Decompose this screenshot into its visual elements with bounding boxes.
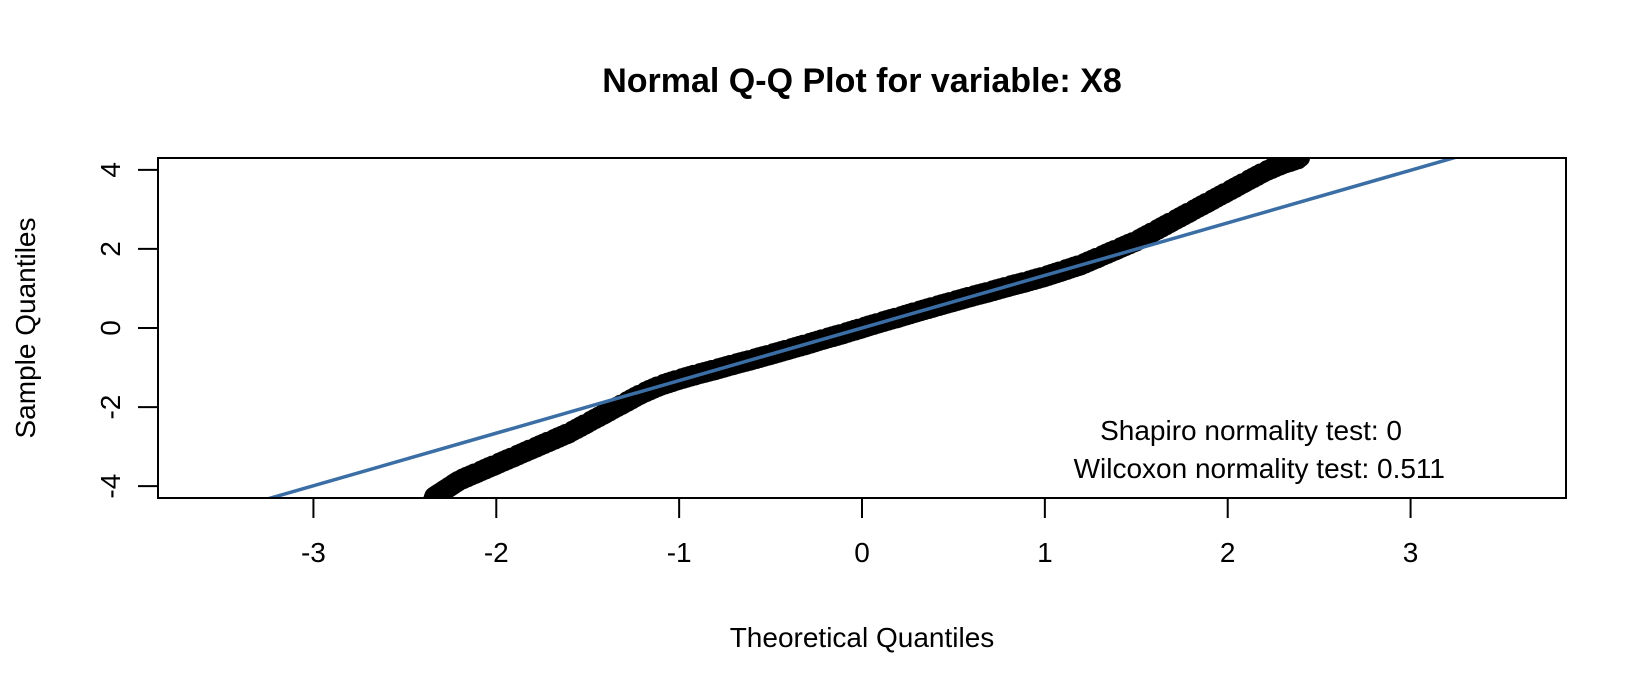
y-tick-label: 0 <box>95 320 126 336</box>
wilcoxon-annotation: Wilcoxon normality test: 0.511 <box>1074 453 1445 484</box>
x-tick-label: 0 <box>854 537 870 568</box>
chart-title: Normal Q-Q Plot for variable: X8 <box>602 62 1122 100</box>
y-axis: -4 -2 0 2 4 <box>95 162 158 499</box>
x-tick-label: 3 <box>1403 537 1419 568</box>
x-tick-label: -1 <box>667 537 692 568</box>
x-axis: -3 -2 -1 0 1 2 3 <box>301 498 1418 568</box>
y-axis-label: Sample Quantiles <box>10 217 41 438</box>
data-points <box>423 158 1310 498</box>
reference-line <box>264 158 1460 498</box>
x-tick-label: -2 <box>484 537 509 568</box>
x-tick-label: 1 <box>1037 537 1053 568</box>
x-axis-label: Theoretical Quantiles <box>730 622 995 653</box>
y-tick-label: 2 <box>95 241 126 257</box>
data-point <box>1289 158 1308 170</box>
x-tick-label: -3 <box>301 537 326 568</box>
data-point <box>1291 158 1310 168</box>
y-tick-label: -2 <box>95 395 126 420</box>
shapiro-annotation: Shapiro normality test: 0 <box>1100 415 1402 446</box>
y-tick-label: 4 <box>95 162 126 178</box>
x-tick-label: 2 <box>1220 537 1236 568</box>
y-tick-label: -4 <box>95 474 126 499</box>
